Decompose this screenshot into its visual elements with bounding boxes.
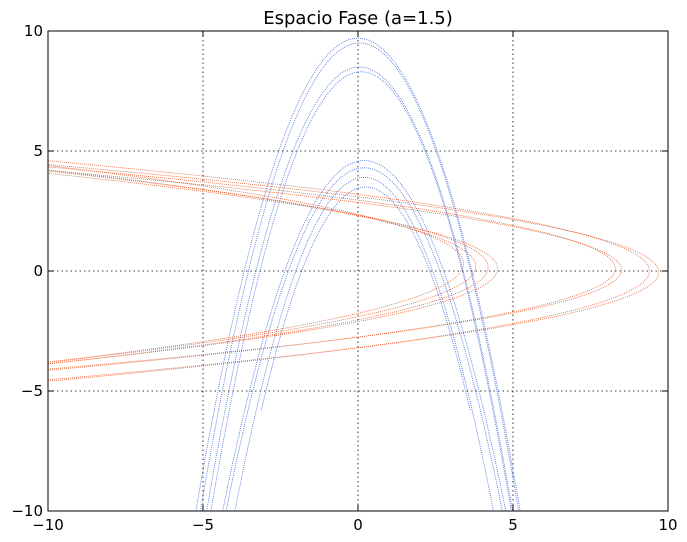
x-tick-label: 5	[508, 516, 518, 534]
chart-title: Espacio Fase (a=1.5)	[263, 8, 453, 29]
series-0-curve	[234, 176, 494, 512]
y-tick-label: −10	[11, 502, 43, 520]
series-0-curve	[210, 71, 512, 512]
series-0-curve	[195, 37, 521, 512]
series-1-curve	[47, 165, 464, 363]
series-1-curve	[47, 172, 498, 365]
series-1	[47, 160, 660, 382]
x-tick-label: −10	[32, 516, 64, 534]
y-tick-label: 5	[33, 142, 43, 160]
series-1-curve	[47, 166, 616, 371]
x-tick-label: 0	[353, 516, 363, 534]
series-1-curve	[47, 160, 650, 382]
series-0-curve	[222, 160, 507, 512]
y-tick-label: −5	[21, 382, 43, 400]
x-tick-label: −5	[192, 516, 214, 534]
series-0-curve	[200, 42, 520, 512]
series-1-curve	[47, 170, 622, 370]
x-tick-label: 10	[658, 516, 677, 534]
y-tick-label: 10	[24, 22, 43, 40]
series-1-curve	[47, 170, 489, 365]
series-0-curve	[260, 186, 471, 411]
series-1-curve	[47, 164, 660, 381]
series-0-curve	[225, 167, 503, 512]
series-1-curve	[47, 169, 477, 363]
y-tick-label: 0	[33, 262, 43, 280]
series-0	[195, 37, 521, 512]
